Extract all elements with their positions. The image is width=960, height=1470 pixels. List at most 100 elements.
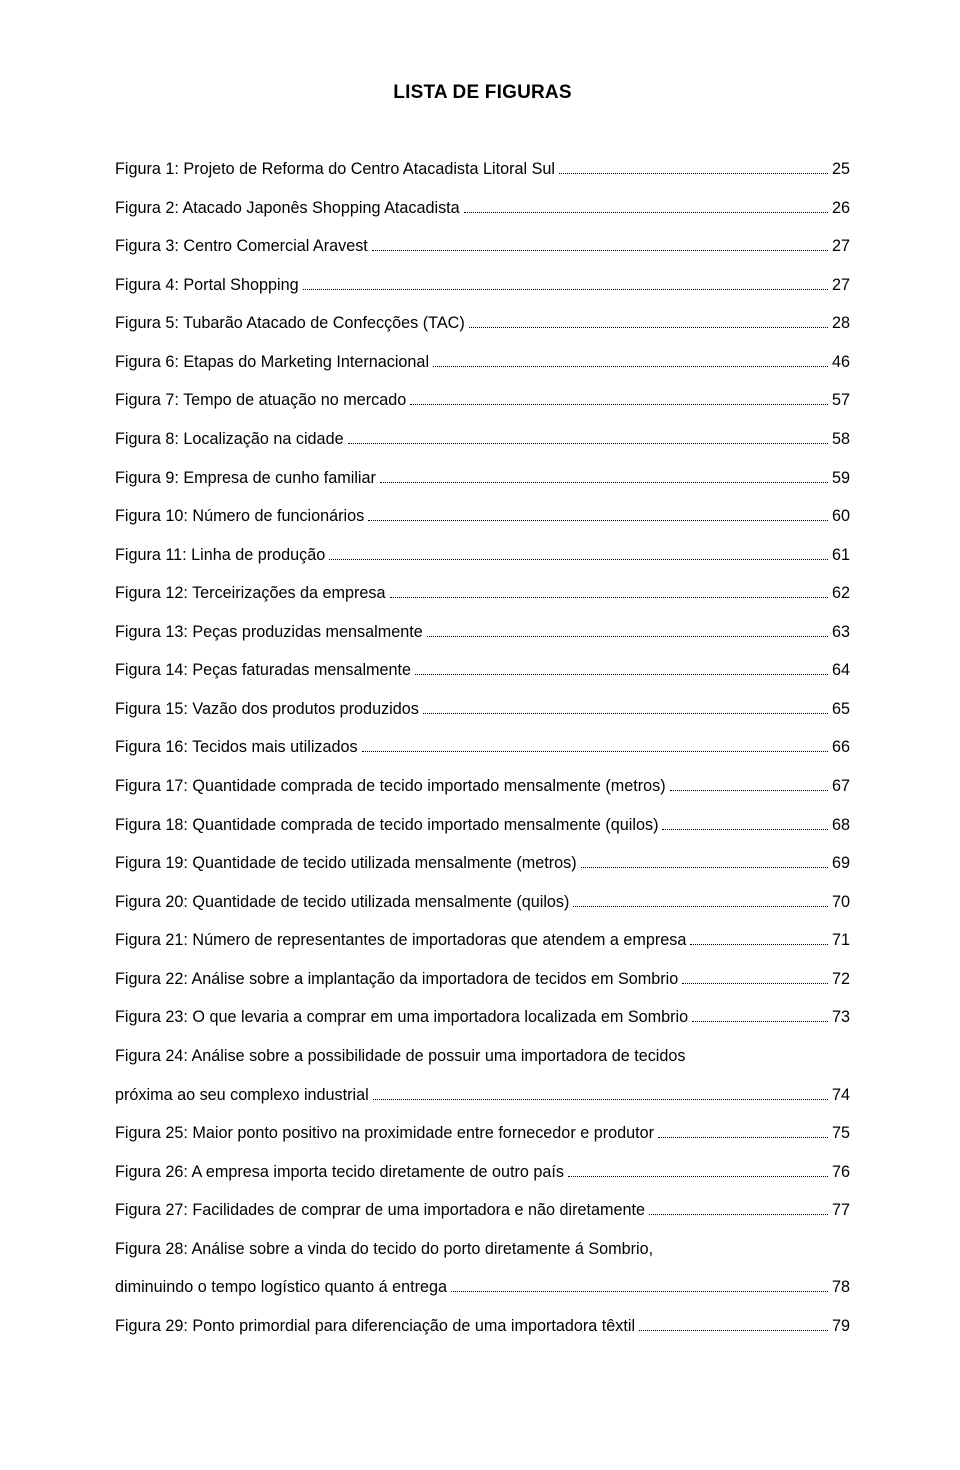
entry-label: Figura 21: Número de representantes de i… xyxy=(115,921,686,960)
entry-label: Figura 6: Etapas do Marketing Internacio… xyxy=(115,343,429,382)
entry-label: Figura 3: Centro Comercial Aravest xyxy=(115,227,368,266)
entry-label: Figura 1: Projeto de Reforma do Centro A… xyxy=(115,150,555,189)
entry-page-number: 77 xyxy=(832,1191,850,1230)
entry-label: Figura 25: Maior ponto positivo na proxi… xyxy=(115,1114,654,1153)
entry-label: Figura 27: Facilidades de comprar de uma… xyxy=(115,1191,645,1230)
entry-label: Figura 16: Tecidos mais utilizados xyxy=(115,728,358,767)
list-item: Figura 18: Quantidade comprada de tecido… xyxy=(115,806,850,845)
list-item: Figura 7: Tempo de atuação no mercado 57 xyxy=(115,381,850,420)
list-item: Figura 4: Portal Shopping 27 xyxy=(115,266,850,305)
list-item: Figura 16: Tecidos mais utilizados 66 xyxy=(115,728,850,767)
entry-page-number: 69 xyxy=(832,844,850,883)
entry-label: Figura 9: Empresa de cunho familiar xyxy=(115,459,376,498)
leader-dots xyxy=(658,1124,828,1138)
entry-page-number: 76 xyxy=(832,1153,850,1192)
entry-line2: próxima ao seu complexo industrial 74 xyxy=(115,1076,850,1115)
entry-label: Figura 11: Linha de produção xyxy=(115,536,325,575)
entry-page-number: 73 xyxy=(832,998,850,1037)
document-page: LISTA DE FIGURAS Figura 1: Projeto de Re… xyxy=(0,0,960,1470)
list-item: Figura 20: Quantidade de tecido utilizad… xyxy=(115,883,850,922)
list-item: Figura 28: Análise sobre a vinda do teci… xyxy=(115,1230,850,1307)
entry-page-number: 78 xyxy=(832,1268,850,1307)
entry-page-number: 59 xyxy=(832,459,850,498)
entry-page-number: 71 xyxy=(832,921,850,960)
leader-dots xyxy=(690,931,828,945)
entry-label: Figura 2: Atacado Japonês Shopping Ataca… xyxy=(115,189,460,228)
leader-dots xyxy=(559,160,828,174)
leader-dots xyxy=(670,777,828,791)
entry-page-number: 74 xyxy=(832,1076,850,1115)
leader-dots xyxy=(692,1008,828,1022)
entry-page-number: 60 xyxy=(832,497,850,536)
entry-label: Figura 23: O que levaria a comprar em um… xyxy=(115,998,688,1037)
entry-page-number: 57 xyxy=(832,381,850,420)
leader-dots xyxy=(368,507,828,521)
entry-page-number: 58 xyxy=(832,420,850,459)
leader-dots xyxy=(469,314,828,328)
list-item: Figura 17: Quantidade comprada de tecido… xyxy=(115,767,850,806)
leader-dots xyxy=(362,738,828,752)
entry-label: Figura 20: Quantidade de tecido utilizad… xyxy=(115,883,569,922)
entry-label: Figura 14: Peças faturadas mensalmente xyxy=(115,651,411,690)
leader-dots xyxy=(423,700,828,714)
list-item: Figura 23: O que levaria a comprar em um… xyxy=(115,998,850,1037)
leader-dots xyxy=(464,199,828,213)
entry-page-number: 66 xyxy=(832,728,850,767)
list-item: Figura 10: Número de funcionários60 xyxy=(115,497,850,536)
leader-dots xyxy=(433,353,828,367)
entry-label: Figura 19: Quantidade de tecido utilizad… xyxy=(115,844,577,883)
leader-dots xyxy=(390,584,828,598)
entry-label: diminuindo o tempo logístico quanto á en… xyxy=(115,1268,447,1307)
entry-page-number: 68 xyxy=(832,806,850,845)
list-item: Figura 29: Ponto primordial para diferen… xyxy=(115,1307,850,1346)
entry-page-number: 79 xyxy=(832,1307,850,1346)
entry-page-number: 27 xyxy=(832,266,850,305)
entry-label: Figura 15: Vazão dos produtos produzidos xyxy=(115,690,419,729)
list-item: Figura 8: Localização na cidade58 xyxy=(115,420,850,459)
list-item: Figura 3: Centro Comercial Aravest27 xyxy=(115,227,850,266)
entry-page-number: 75 xyxy=(832,1114,850,1153)
leader-dots xyxy=(682,970,828,984)
leader-dots xyxy=(568,1163,828,1177)
entry-label: Figura 7: Tempo de atuação no mercado xyxy=(115,381,406,420)
entry-label: Figura 22: Análise sobre a implantação d… xyxy=(115,960,678,999)
entry-page-number: 46 xyxy=(832,343,850,382)
leader-dots xyxy=(451,1278,828,1292)
leader-dots xyxy=(303,276,828,290)
leader-dots xyxy=(573,893,828,907)
leader-dots xyxy=(329,546,828,560)
entry-label: Figura 26: A empresa importa tecido dire… xyxy=(115,1153,564,1192)
page-title: LISTA DE FIGURAS xyxy=(115,82,850,104)
list-item: Figura 6: Etapas do Marketing Internacio… xyxy=(115,343,850,382)
entry-label: Figura 12: Terceirizações da empresa xyxy=(115,574,386,613)
list-item: Figura 2: Atacado Japonês Shopping Ataca… xyxy=(115,189,850,228)
list-item: Figura 15: Vazão dos produtos produzidos… xyxy=(115,690,850,729)
entry-label: próxima ao seu complexo industrial xyxy=(115,1076,369,1115)
entry-line2: diminuindo o tempo logístico quanto á en… xyxy=(115,1268,850,1307)
leader-dots xyxy=(427,623,828,637)
entry-label: Figura 13: Peças produzidas mensalmente xyxy=(115,613,423,652)
leader-dots xyxy=(373,1086,828,1100)
leader-dots xyxy=(639,1317,828,1331)
leader-dots xyxy=(581,854,828,868)
figure-list: Figura 1: Projeto de Reforma do Centro A… xyxy=(115,150,850,1345)
entry-label: Figura 28: Análise sobre a vinda do teci… xyxy=(115,1230,850,1269)
leader-dots xyxy=(649,1201,828,1215)
list-item: Figura 24: Análise sobre a possibilidade… xyxy=(115,1037,850,1114)
entry-label: Figura 29: Ponto primordial para diferen… xyxy=(115,1307,635,1346)
leader-dots xyxy=(348,430,828,444)
leader-dots xyxy=(662,816,828,830)
entry-page-number: 26 xyxy=(832,189,850,228)
list-item: Figura 21: Número de representantes de i… xyxy=(115,921,850,960)
entry-page-number: 25 xyxy=(832,150,850,189)
entry-page-number: 28 xyxy=(832,304,850,343)
list-item: Figura 25: Maior ponto positivo na proxi… xyxy=(115,1114,850,1153)
entry-page-number: 65 xyxy=(832,690,850,729)
list-item: Figura 5: Tubarão Atacado de Confecções … xyxy=(115,304,850,343)
entry-page-number: 64 xyxy=(832,651,850,690)
entry-page-number: 61 xyxy=(832,536,850,575)
entry-page-number: 63 xyxy=(832,613,850,652)
leader-dots xyxy=(410,391,828,405)
entry-label: Figura 4: Portal Shopping xyxy=(115,266,299,305)
entry-label: Figura 17: Quantidade comprada de tecido… xyxy=(115,767,666,806)
